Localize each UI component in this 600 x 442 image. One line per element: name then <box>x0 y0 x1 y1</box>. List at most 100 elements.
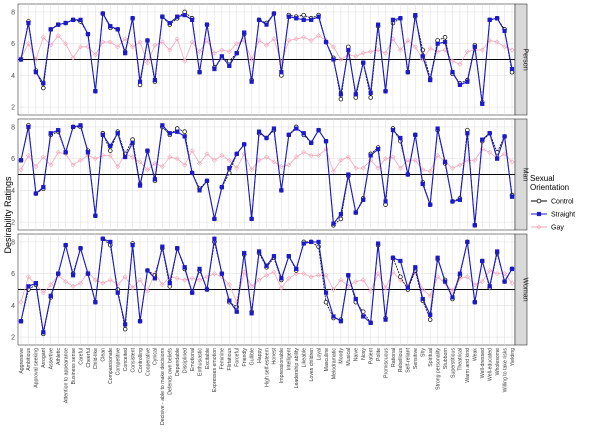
data-point <box>137 159 143 165</box>
data-point <box>152 177 158 182</box>
data-point <box>316 152 322 158</box>
data-point <box>360 277 366 283</box>
data-point <box>130 242 135 248</box>
data-point <box>420 54 425 59</box>
data-point <box>279 188 284 193</box>
data-point <box>397 165 403 171</box>
data-point <box>464 49 470 55</box>
data-point <box>137 277 143 283</box>
chart-panels: 2 4 6 8 Person 2 4 6 8 Man 2 4 6 8 Woman <box>11 3 529 346</box>
data-point <box>175 14 180 19</box>
data-point <box>263 154 270 160</box>
data-point <box>264 263 269 268</box>
x-tick-label: High self-esteem <box>264 348 270 387</box>
data-point <box>428 78 433 83</box>
data-point <box>78 246 83 251</box>
data-point <box>197 277 203 283</box>
data-point <box>204 287 210 292</box>
data-point <box>256 249 262 254</box>
data-point <box>234 165 240 171</box>
data-point <box>100 280 106 286</box>
data-point <box>361 197 366 202</box>
data-point <box>189 39 195 45</box>
x-tick-label: Masculine <box>324 348 330 371</box>
data-point <box>331 314 336 319</box>
data-point <box>219 185 224 190</box>
data-point <box>93 89 98 94</box>
data-point <box>345 154 351 160</box>
data-point <box>472 282 478 288</box>
data-point <box>309 140 314 145</box>
data-point <box>450 295 455 300</box>
data-point <box>145 38 150 43</box>
data-point <box>502 279 507 284</box>
data-point <box>211 157 217 163</box>
data-point <box>457 162 463 168</box>
x-tick-label: Theatrical <box>458 348 464 371</box>
data-point <box>115 131 120 136</box>
data-point <box>18 158 24 163</box>
data-point <box>375 241 381 246</box>
data-point <box>368 320 373 325</box>
legend-items: Control Straight Gay <box>531 199 575 232</box>
data-point <box>70 273 76 278</box>
data-point <box>442 35 448 40</box>
data-point <box>48 42 54 48</box>
x-tick-label: Loyal <box>316 348 322 360</box>
series-straight <box>18 236 515 335</box>
data-point <box>219 47 225 53</box>
data-point <box>442 159 448 164</box>
x-tick-label: Superstitious <box>450 348 456 378</box>
data-point <box>398 16 403 21</box>
data-point <box>487 131 492 136</box>
data-point <box>435 41 440 46</box>
data-point <box>472 44 477 49</box>
data-point <box>353 296 358 302</box>
data-point <box>309 17 314 22</box>
x-tick-label: Attention to appearance <box>63 348 69 403</box>
x-tick-label: Excitable <box>205 348 211 369</box>
data-point <box>397 47 403 53</box>
data-point <box>100 39 106 45</box>
x-tick-label: Approval seeking <box>34 348 40 388</box>
data-point <box>78 123 83 128</box>
data-point <box>137 183 143 188</box>
data-point <box>108 24 113 29</box>
data-point <box>263 272 270 278</box>
data-point <box>190 290 195 295</box>
data-point <box>18 57 24 62</box>
data-point <box>152 276 158 281</box>
data-point <box>316 127 321 133</box>
x-tick-label: Leadership ability <box>294 348 300 389</box>
data-point <box>375 165 381 171</box>
series-straight <box>18 123 515 228</box>
data-point <box>197 160 203 166</box>
data-point <box>427 168 433 174</box>
series-gay <box>18 33 515 67</box>
x-tick-label: Feminine <box>220 348 226 369</box>
data-point <box>360 165 366 171</box>
data-point <box>323 139 329 144</box>
x-tick-label: Flirtatious <box>227 348 233 371</box>
x-tick-label: Naive <box>354 348 360 361</box>
data-point <box>33 281 38 286</box>
x-tick-label: Aggressive <box>19 348 25 374</box>
y-tick-label: 8 <box>11 239 15 246</box>
data-point <box>279 276 284 281</box>
data-point <box>241 269 247 275</box>
data-point <box>286 254 291 259</box>
data-point <box>249 167 255 173</box>
data-point <box>397 277 403 283</box>
x-tick-label: Enthusiastic <box>197 348 203 376</box>
data-point <box>93 213 98 218</box>
data-point <box>18 299 24 305</box>
data-point <box>323 272 329 278</box>
data-point <box>227 166 232 171</box>
data-point <box>405 157 411 163</box>
data-point <box>435 274 441 280</box>
data-point <box>85 32 91 37</box>
facet-strip <box>514 3 528 116</box>
x-tick-label: Athletic <box>56 348 62 365</box>
y-tick-label: 2 <box>11 219 15 226</box>
data-point <box>368 49 374 55</box>
